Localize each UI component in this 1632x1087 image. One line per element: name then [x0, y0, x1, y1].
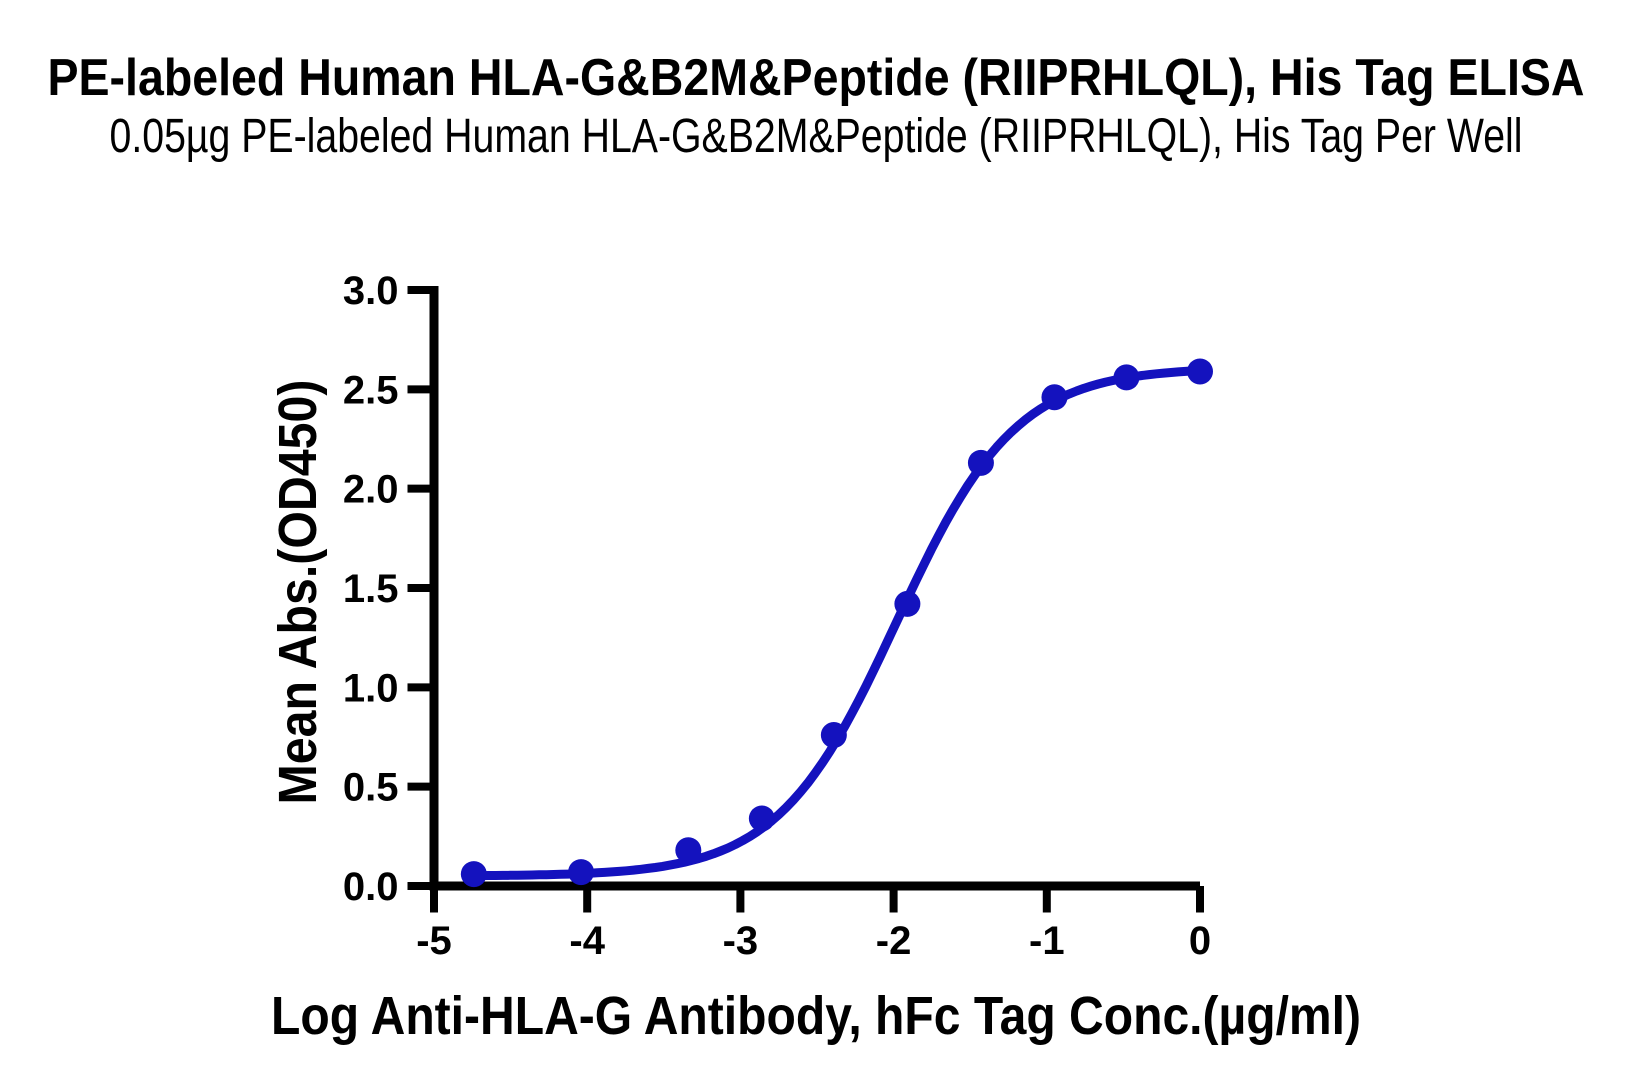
y-tick-label: 2.5 — [343, 368, 399, 412]
x-tick-label: -2 — [876, 919, 912, 963]
data-point — [894, 590, 921, 617]
x-tick-label: -4 — [569, 919, 605, 963]
y-tick-label: 0.0 — [343, 865, 399, 909]
data-point — [675, 837, 702, 864]
data-point — [1113, 364, 1140, 391]
chart-title: PE-labeled Human HLA-G&B2M&Peptide (RIIP… — [48, 49, 1585, 107]
data-point — [820, 722, 847, 749]
y-tick-label: 1.5 — [343, 567, 399, 611]
data-point — [1187, 358, 1213, 385]
axes — [407, 285, 1204, 913]
x-tick-label: 0 — [1189, 919, 1211, 963]
x-axis-title: Log Anti-HLA-G Antibody, hFc Tag Conc.(µ… — [271, 986, 1361, 1046]
fit-curve — [469, 366, 1205, 881]
axis-spines — [429, 285, 1200, 891]
data-point — [748, 805, 775, 832]
x-tick-label: -1 — [1029, 919, 1065, 963]
data-point — [967, 449, 994, 476]
chart-subtitle: 0.05µg PE-labeled Human HLA-G&B2M&Peptid… — [110, 110, 1523, 163]
y-tick-label: 1.0 — [343, 666, 399, 710]
fit-curve-layer — [469, 366, 1205, 881]
data-point — [460, 861, 487, 888]
y-axis-title: Mean Abs.(OD450) — [268, 380, 328, 805]
y-tick-label: 2.0 — [343, 468, 399, 512]
tick-labels: 0.0 0.5 1.0 1.5 2.0 2.5 3.0 -5 -4 -3 -2 -1 0 — [343, 269, 1211, 963]
data-point — [568, 859, 595, 886]
y-tick-label: 3.0 — [343, 269, 399, 313]
x-tick-label: -3 — [723, 919, 759, 963]
x-tick-label: -5 — [416, 919, 452, 963]
data-point-layer — [460, 358, 1213, 888]
data-point — [1041, 384, 1068, 411]
y-tick-label: 0.5 — [343, 766, 399, 810]
